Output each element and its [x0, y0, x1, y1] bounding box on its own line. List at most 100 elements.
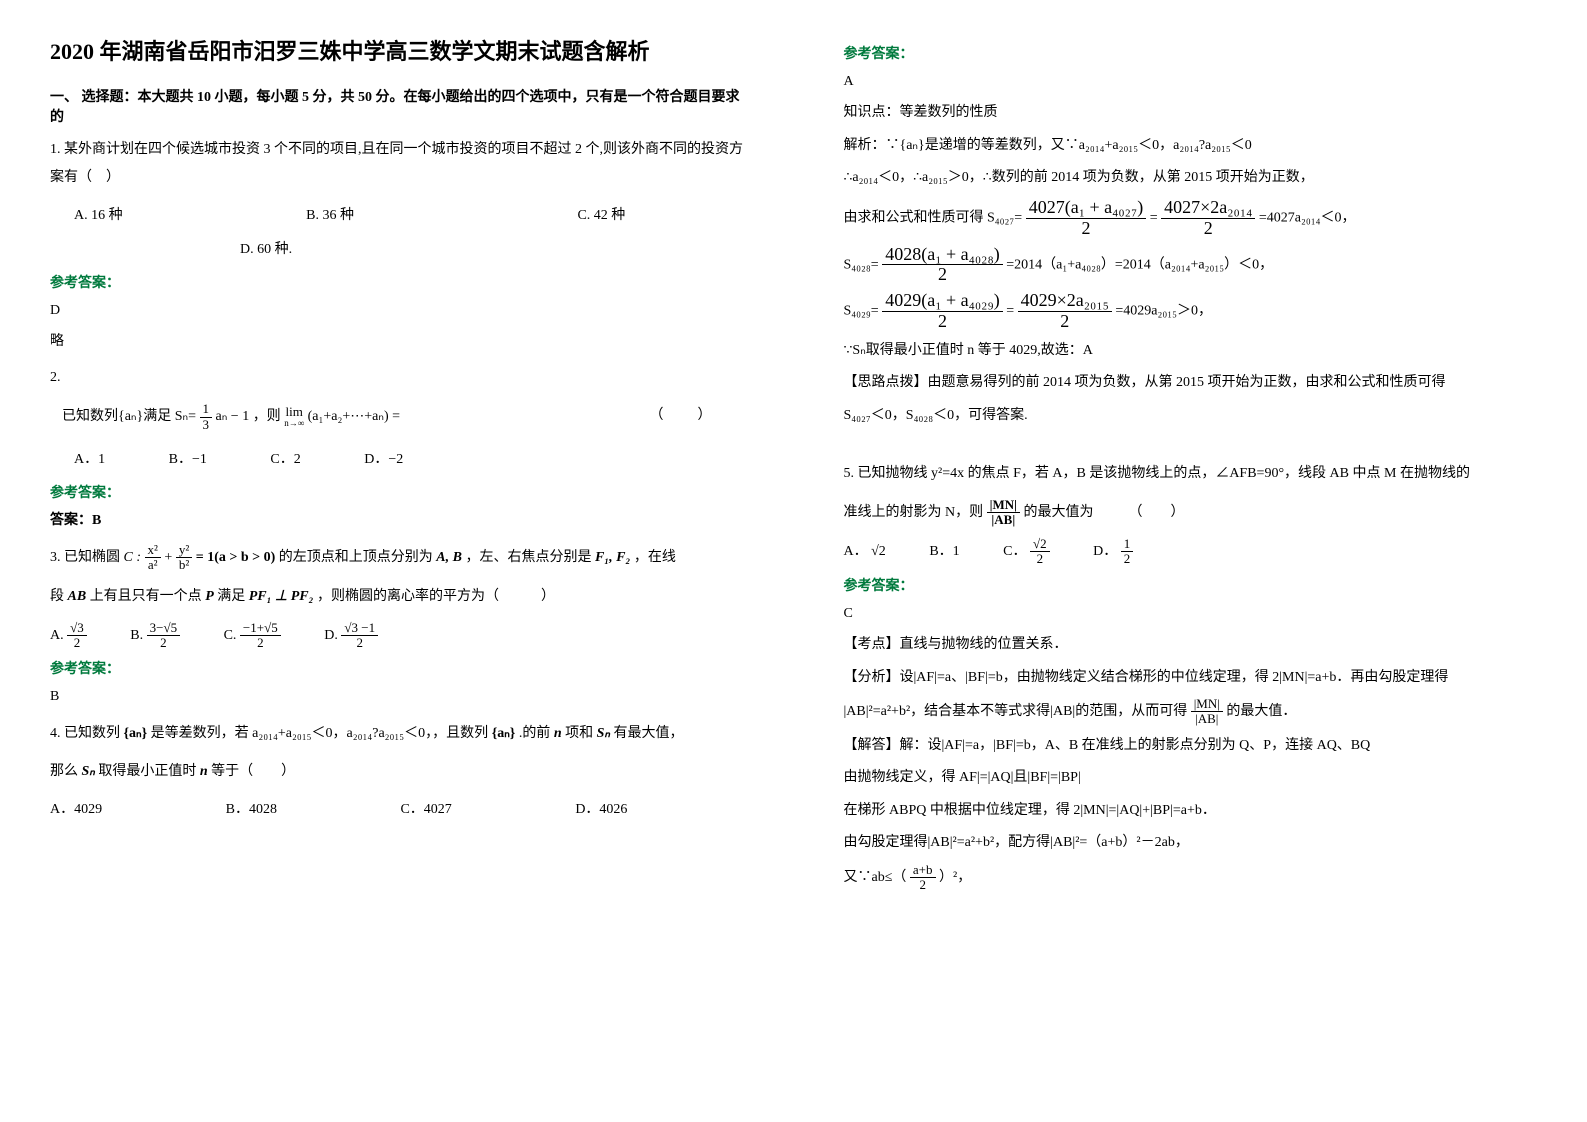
q3-frac-y-den: b² [176, 558, 192, 572]
q4-parse5-eq: = [1006, 304, 1014, 319]
q4-parse5-frac5-den: 2 [1018, 312, 1112, 332]
q1-answer: D [50, 298, 744, 323]
q3-answer: B [50, 684, 744, 709]
q5-opt-c-pre: C． [1003, 544, 1026, 559]
q3-opt-c-den: 2 [240, 636, 281, 650]
q5-opt-a-val: √2 [871, 544, 886, 559]
q3-p: P [205, 589, 214, 604]
q5-analysis: 【分析】设|AF|=a、|BF|=b，由抛物线定义结合梯形的中位线定理，得 2|… [844, 665, 1538, 692]
q3-opt-c-frac: −1+√5 2 [240, 621, 281, 651]
q5-opt-d: D． 1 2 [1093, 537, 1133, 567]
q5-sol3: 在梯形 ABPQ 中根据中位线定理，得 2|MN|=|AQ|+|BP|=a+b． [844, 798, 1538, 825]
q3-opt-a-frac: √3 2 [67, 621, 87, 651]
q3-stem-b: 的左顶点和上顶点分别为 [279, 550, 433, 565]
q1-answer-label: 参考答案： [50, 272, 744, 292]
q4-an2: {aₙ} [492, 726, 516, 741]
q4-stem-e: 有最大值， [613, 726, 683, 741]
q1-opt-a: A. 16 种 [74, 202, 123, 230]
document-title: 2020 年湖南省岳阳市汨罗三姝中学高三数学文期末试题含解析 [50, 35, 744, 68]
q5-sol2: 由抛物线定义，得 AF|=|AQ|且|BF|=|BP| [844, 765, 1538, 792]
q3-opt-a-num: √3 [67, 621, 87, 636]
q5-opt-d-frac: 1 2 [1121, 537, 1134, 567]
q3-opt-b-frac: 3−√5 2 [147, 621, 180, 651]
q2-opt-c: C．2 [270, 446, 300, 474]
q2-answer-label: 参考答案： [50, 482, 744, 502]
q4-parse3-eq: = [1150, 210, 1158, 225]
q1-options-row2: D. 60 种. [50, 236, 744, 264]
section-1-heading: 一、 选择题：本大题共 10 小题，每小题 5 分，共 50 分。在每小题给出的… [50, 86, 744, 126]
q2-paren: （ ） [650, 402, 714, 430]
q3-pf: PF₁ ⊥ PF₂ [249, 589, 314, 604]
q5-stem: 5. 已知抛物线 y²=4x 的焦点 F，若 A，B 是该抛物线上的点，∠AFB… [844, 460, 1538, 488]
q2-opt-b: B．−1 [169, 446, 207, 474]
q3-line2-b: 上有且只有一个点 [90, 589, 202, 604]
q4-stem-b: 是等差数列，若 a₂₀₁₄+a₂₀₁₅＜0，a₂₀₁₄?a₂₀₁₅＜0，，且数列 [151, 726, 489, 741]
q5-sol5-a: 又∵ab≤（ [844, 870, 907, 885]
q4-parse6: ∵Sₙ取得最小正值时 n 等于 4029,故选：A [844, 338, 1538, 365]
q4-parse5-frac4: 4029(a₁ + a₄₀₂₉) 2 [882, 291, 1003, 332]
q3-line2-a: 段 [50, 589, 64, 604]
q4-parse3-frac1: 4027(a₁ + a₄₀₂₇) 2 [1026, 198, 1147, 239]
q5-analysis2-b: 的最大值． [1226, 704, 1296, 719]
q3-frac-x-den: a² [145, 558, 161, 572]
q5-opt-c-frac: √2 2 [1030, 537, 1050, 567]
q1-answer-略: 略 [50, 329, 744, 354]
q4-sn2: Sₙ [82, 764, 95, 779]
q4-stem-d: 项和 [565, 726, 593, 741]
q2-limit-sub: n→∞ [284, 419, 304, 429]
q2-text-d: = [392, 409, 400, 424]
q5-sol5-num: a+b [910, 863, 936, 878]
q2-answer: 答案：B [50, 508, 744, 533]
right-column: 参考答案： A 知识点：等差数列的性质 解析：∵{aₙ}是递增的等差数列，又∵a… [794, 0, 1587, 934]
q5-sol1: 【解答】解：设|AF|=a，|BF|=b，A、B 在准线上的射影点分别为 Q、P… [844, 733, 1538, 760]
q5-opt-d-pre: D． [1093, 544, 1117, 559]
q3-opt-c-num: −1+√5 [240, 621, 281, 636]
q4-line2-c: 等于（ ） [211, 764, 295, 779]
q4-opt-a: A．4029 [50, 796, 102, 824]
q4-knowledge-point: 知识点：等差数列的性质 [844, 100, 1538, 127]
q4-parse1: 解析：∵{aₙ}是递增的等差数列，又∵a₂₀₁₄+a₂₀₁₅＜0，a₂₀₁₄?a… [844, 133, 1538, 160]
q3-opt-d-num: √3 −1 [341, 621, 378, 636]
q5-analysis2: |AB|²=a²+b²，结合基本不等式求得|AB|的范围，从而可得 |MN| |… [844, 697, 1538, 727]
q3-opt-a-pre: A. [50, 628, 64, 643]
q3-opt-a: A. √3 2 [50, 621, 87, 651]
q5-line2-a: 准线上的射影为 N，则 [844, 505, 984, 520]
q3-line2-d: ，则椭圆的离心率的平方为（ ） [317, 589, 555, 604]
q5-analysis2-a: |AB|²=a²+b²，结合基本不等式求得|AB|的范围，从而可得 [844, 704, 1188, 719]
q4-answer-label: 参考答案： [844, 43, 1538, 63]
q4-parse5-frac4-num: 4029(a₁ + a₄₀₂₉) [882, 291, 1003, 312]
q5-analysis2-num: |MN| [1191, 697, 1223, 712]
q3-frac-x: x² a² [145, 543, 161, 573]
q4-parse5-b: =4029a₂₀₁₅＞0， [1115, 304, 1212, 319]
q5-answer: C [844, 601, 1538, 626]
q2-frac1: 1 3 [200, 402, 213, 432]
q5-analysis2-frac: |MN| |AB| [1191, 697, 1223, 727]
q4-opt-c: C．4027 [400, 796, 451, 824]
q5-options: A． √2 B．1 C． √2 2 D． 1 2 [844, 537, 1538, 567]
q4-parse3-b: =4027a₂₀₁₄＜0， [1259, 210, 1356, 225]
q2-opt-a: A．1 [74, 446, 105, 474]
q3-opt-b-pre: B. [130, 628, 143, 643]
q3-eq-c: C : [124, 550, 142, 565]
q4-parse3: 由求和公式和性质可得 S₄₀₂₇= 4027(a₁ + a₄₀₂₇) 2 = 4… [844, 198, 1538, 239]
q3-line2-c: 满足 [217, 589, 245, 604]
q4-parse3-a: 由求和公式和性质可得 S₄₀₂₇= [844, 210, 1023, 225]
q3-opt-d: D. √3 −1 2 [324, 621, 378, 651]
q4-line2-a: 那么 [50, 764, 78, 779]
q4-parse3-frac1-den: 2 [1026, 219, 1147, 239]
q2-options: A．1 B．−1 C．2 D．−2 [50, 446, 744, 474]
q1-opt-c: C. 42 种 [577, 202, 625, 230]
q4-n1: n [554, 726, 562, 741]
q3-opt-d-pre: D. [324, 628, 338, 643]
q3-line2: 段 AB 上有且只有一个点 P 满足 PF₁ ⊥ PF₂ ，则椭圆的离心率的平方… [50, 583, 744, 611]
q5-line2-b: 的最大值为 （ ） [1024, 505, 1185, 520]
q4-answer: A [844, 69, 1538, 94]
q3-plus: + [164, 550, 172, 565]
q4-parse4: S₄₀₂₈= 4028(a₁ + a₄₀₂₈) 2 =2014（a₁+a₄₀₂₈… [844, 245, 1538, 286]
q4-parse3-frac1-num: 4027(a₁ + a₄₀₂₇) [1026, 198, 1147, 219]
q3-answer-label: 参考答案： [50, 658, 744, 678]
q5-analysis2-den: |AB| [1191, 712, 1223, 726]
q1-opt-d: D. 60 种. [240, 236, 292, 264]
q2-frac1-den: 3 [200, 418, 213, 432]
q3-opt-d-den: 2 [341, 636, 378, 650]
